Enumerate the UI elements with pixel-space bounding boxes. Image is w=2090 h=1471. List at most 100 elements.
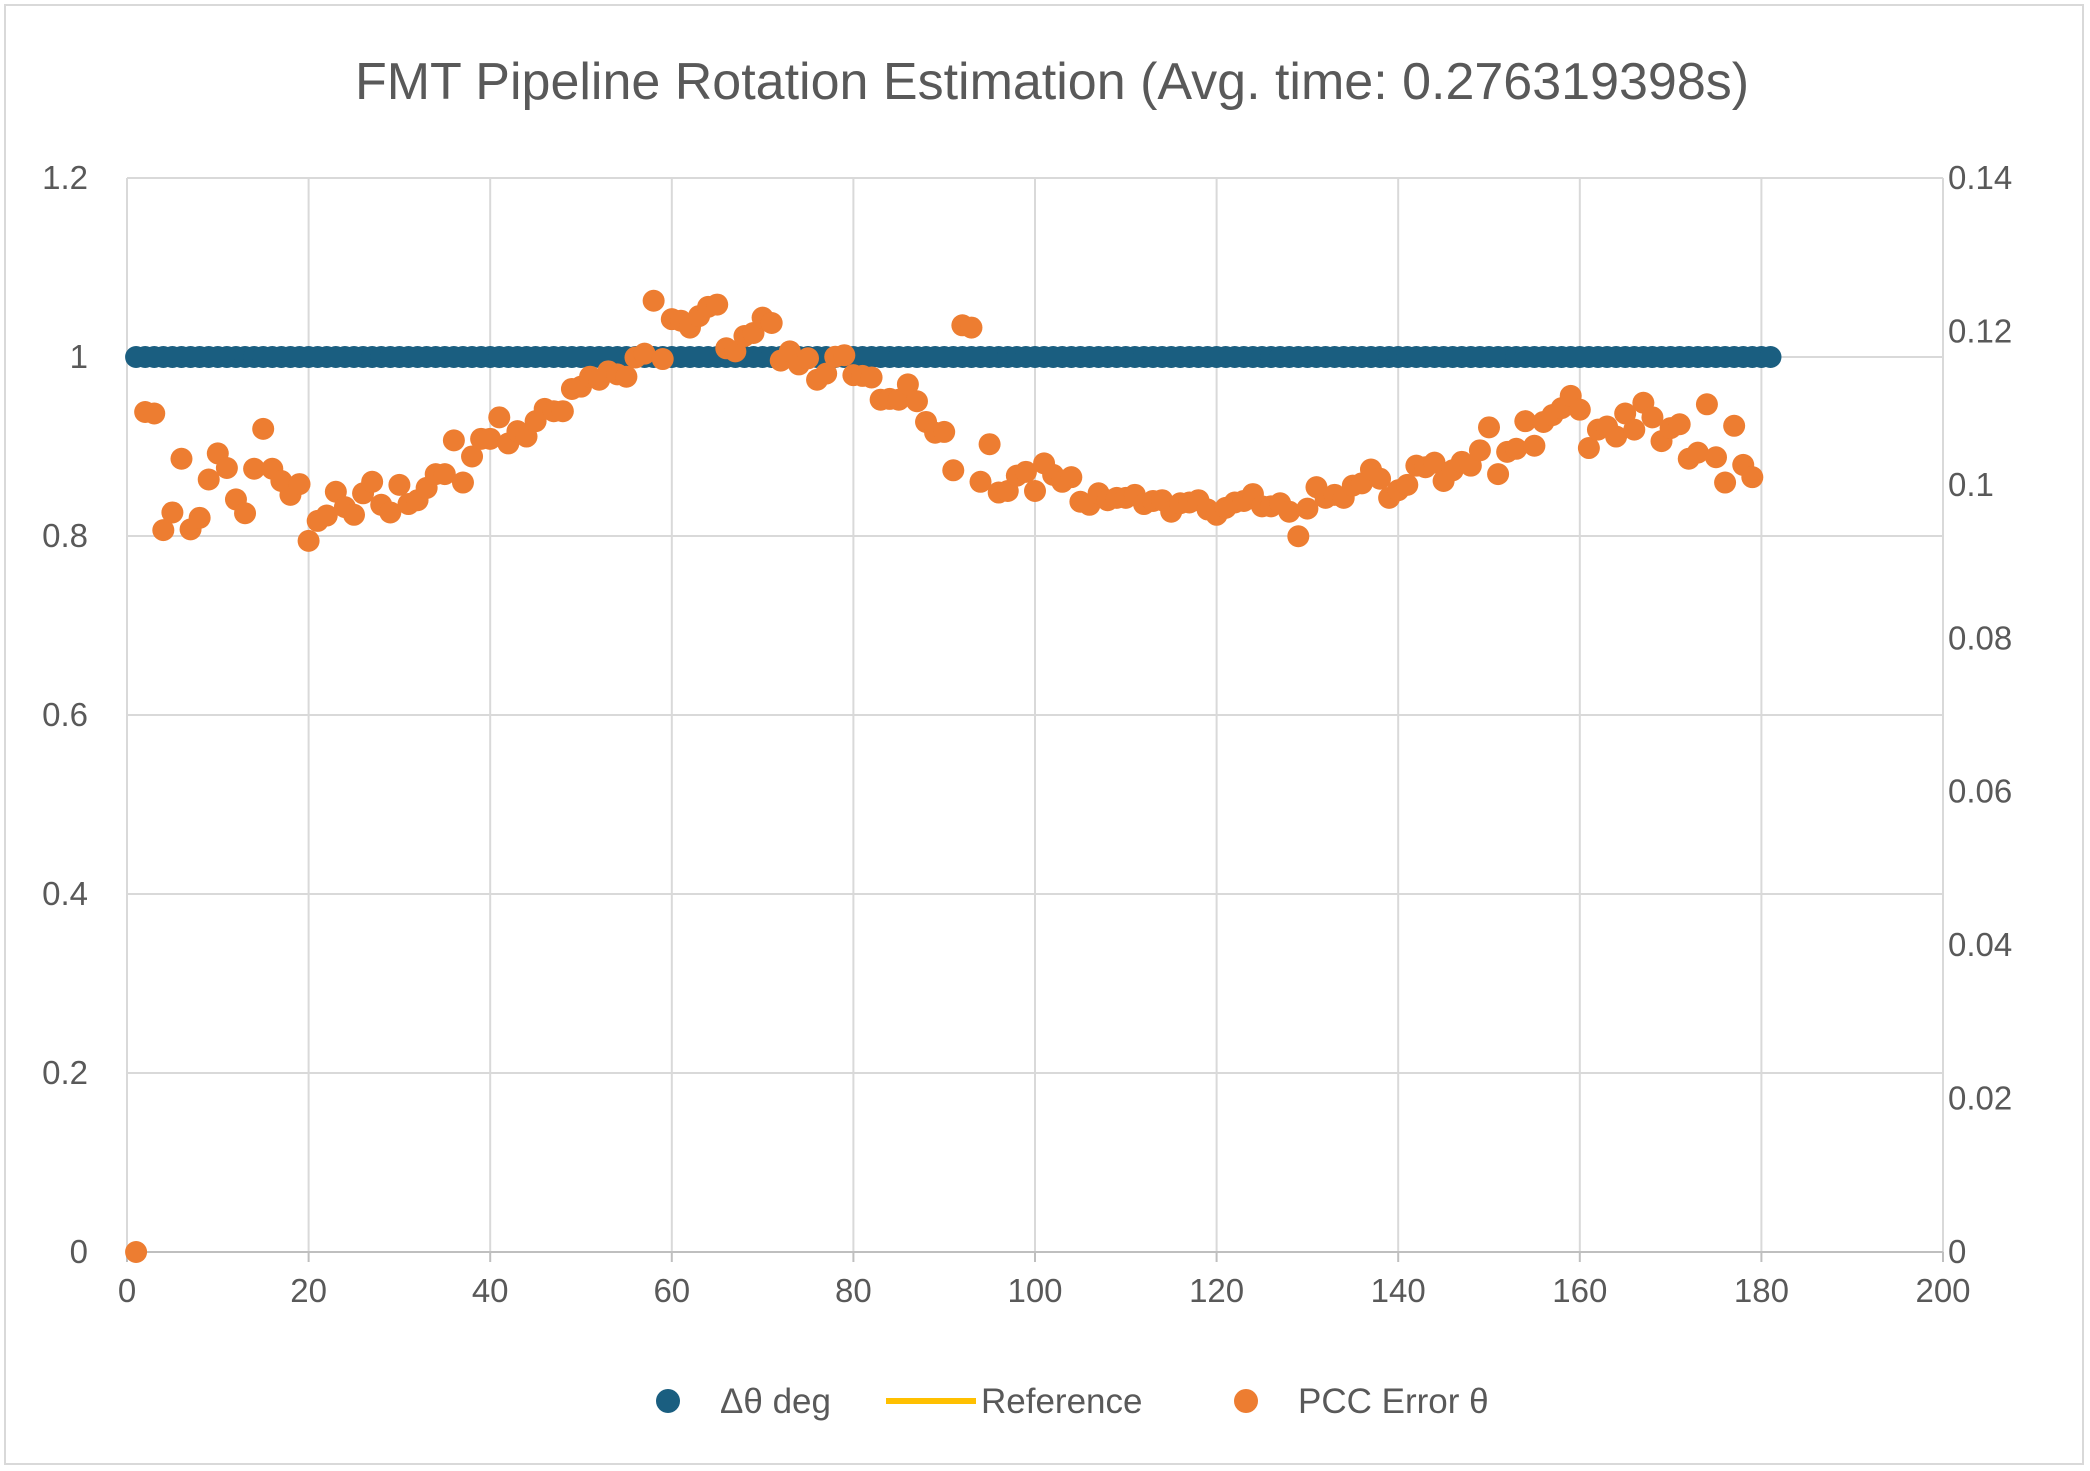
legend-dot-marker: [656, 1389, 680, 1413]
chart-frame: FMT Pipeline Rotation Estimation (Avg. t…: [4, 4, 2084, 1465]
data-point: [161, 501, 184, 524]
x-tick-label: 140: [1371, 1272, 1426, 1309]
y-tick-label: 0.6: [42, 696, 88, 733]
data-point: [1278, 500, 1301, 523]
x-tick-label: 20: [290, 1272, 327, 1309]
x-tick-label: 60: [653, 1272, 690, 1309]
data-point: [642, 289, 665, 312]
data-point: [1577, 437, 1600, 460]
data-point: [1641, 406, 1664, 429]
data-point: [1014, 460, 1037, 483]
x-tick-label: 120: [1189, 1272, 1244, 1309]
data-point: [1686, 441, 1709, 464]
data-point: [343, 503, 365, 526]
axes: [126, 178, 1944, 1262]
data-point: [1487, 463, 1510, 486]
x-tick-label: 200: [1915, 1272, 1970, 1309]
data-point: [797, 347, 819, 370]
y2-tick-label: 0: [1948, 1233, 1966, 1270]
data-point: [1060, 466, 1083, 489]
data-point: [188, 506, 211, 529]
data-point: [288, 473, 311, 496]
y-tick-label: 0.2: [42, 1054, 88, 1091]
data-point: [905, 390, 928, 413]
data-point: [1396, 473, 1419, 496]
data-point: [551, 400, 574, 423]
data-point: [152, 519, 175, 542]
data-point: [815, 362, 838, 385]
data-point: [633, 342, 656, 365]
x-tick-label: 40: [472, 1272, 509, 1309]
legend: Δθ deg Reference PCC Error θ: [656, 1382, 1489, 1421]
data-point: [1623, 418, 1646, 441]
y2-tick-label: 0.04: [1948, 926, 2012, 963]
data-series: [125, 289, 1782, 1263]
data-point: [1695, 393, 1718, 416]
data-point: [315, 504, 338, 527]
data-point: [442, 429, 465, 452]
y-tick-label: 0.8: [42, 517, 88, 554]
data-point: [615, 365, 638, 388]
data-point: [1668, 413, 1691, 436]
legend-item: PCC Error θ: [1234, 1382, 1489, 1421]
data-point: [234, 502, 257, 525]
data-point: [1478, 416, 1500, 439]
x-tick-label: 160: [1552, 1272, 1607, 1309]
data-point: [451, 471, 474, 494]
data-point: [1468, 439, 1491, 462]
data-point: [461, 445, 484, 468]
data-point: [1714, 471, 1737, 494]
x-tick-label: 0: [118, 1272, 136, 1309]
chart-svg: FMT Pipeline Rotation Estimation (Avg. t…: [42, 53, 2012, 1421]
y2-tick-label: 0.02: [1948, 1080, 2012, 1117]
y-tick-label: 0.4: [42, 875, 88, 912]
data-point: [1759, 346, 1782, 368]
data-point: [243, 457, 266, 480]
data-point: [1741, 466, 1764, 489]
series-0: [125, 346, 1782, 368]
y-tick-label: 1.2: [42, 159, 88, 196]
data-point: [1523, 434, 1546, 457]
data-point: [833, 344, 856, 367]
legend-item: Δθ deg: [656, 1382, 831, 1421]
tick-labels: 0 0.2 0.4 0.6 0.8 1 1.2 0 20 40 60 80 100 120 140 160 18…: [42, 159, 2012, 1309]
data-point: [1024, 479, 1046, 502]
data-point: [488, 406, 511, 429]
data-point: [433, 463, 456, 486]
data-point: [143, 402, 166, 425]
y-tick-label: 0: [70, 1233, 88, 1270]
data-point: [1369, 467, 1392, 490]
data-point: [942, 459, 965, 482]
data-point: [379, 501, 402, 524]
data-point: [1723, 414, 1746, 437]
y2-tick-label: 0.08: [1948, 619, 2012, 656]
data-point: [860, 366, 883, 389]
data-point: [125, 1241, 148, 1263]
data-point: [197, 468, 220, 491]
data-point: [361, 470, 384, 493]
data-point: [978, 433, 1001, 456]
data-point: [1568, 398, 1591, 421]
legend-label: Δθ deg: [720, 1382, 831, 1421]
y2-tick-label: 0.12: [1948, 312, 2012, 349]
data-point: [896, 373, 919, 396]
legend-label: Reference: [981, 1382, 1142, 1421]
data-point: [1296, 497, 1319, 520]
data-point: [1423, 451, 1446, 474]
legend-dot-marker: [1234, 1389, 1258, 1413]
data-point: [1514, 410, 1537, 433]
grid-lines: [127, 177, 1944, 1253]
y2-tick-label: 0.1: [1948, 466, 1994, 503]
data-point: [170, 447, 193, 470]
data-point: [215, 456, 238, 479]
x-tick-label: 180: [1734, 1272, 1789, 1309]
data-point: [960, 316, 983, 339]
data-point: [760, 311, 783, 334]
x-tick-label: 100: [1007, 1272, 1062, 1309]
data-point: [1505, 437, 1528, 460]
data-point: [651, 348, 674, 371]
legend-item: Reference: [886, 1382, 1142, 1421]
y2-tick-label: 0.14: [1948, 159, 2012, 196]
data-point: [1614, 402, 1637, 425]
data-point: [933, 420, 956, 443]
